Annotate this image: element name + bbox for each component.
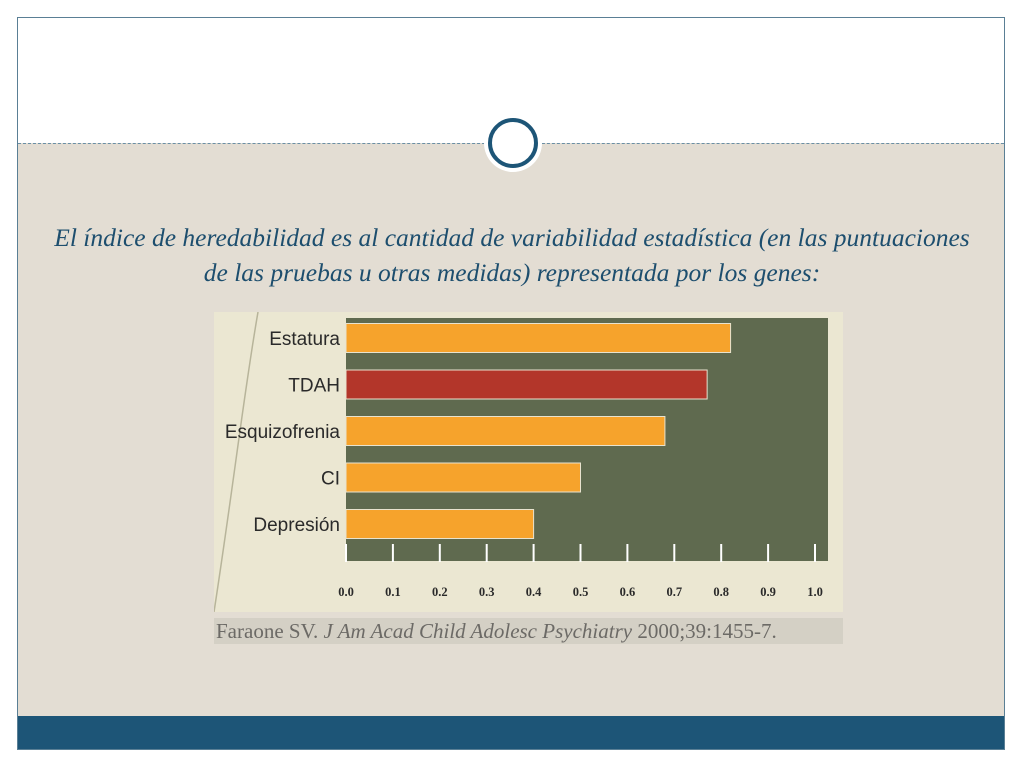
x-tick-label-6: 0.5	[573, 585, 589, 599]
x-tick-label-4: 0.3	[479, 585, 495, 599]
citation: Faraone SV. J Am Acad Child Adolesc Psyc…	[214, 618, 843, 644]
category-label-2: TDAH	[288, 376, 340, 397]
x-tick-label-5: 0.4	[526, 585, 542, 599]
x-tick-label-9: 0.8	[713, 585, 729, 599]
slide-footer-bar	[18, 716, 1004, 749]
bar-2	[345, 369, 708, 400]
x-tick-label-3: 0.2	[432, 585, 448, 599]
category-label-1: Estatura	[269, 329, 340, 350]
heritability-chart: Estatura TDAH Esquizofrenia CI Depresión 0.0 0…	[214, 312, 843, 612]
citation-authors: Faraone SV.	[216, 619, 319, 643]
chart-svg: Estatura TDAH Esquizofrenia CI Depresión 0.0 0…	[214, 312, 828, 612]
bar-3	[345, 416, 666, 446]
bar-4	[345, 462, 581, 493]
x-tick-label-2: 0.1	[385, 585, 401, 599]
decorative-curve	[214, 312, 259, 612]
x-tick-label-1: 0.0	[338, 585, 354, 599]
category-label-3: Esquizofrenia	[225, 422, 341, 443]
x-tick-label-7: 0.6	[620, 585, 636, 599]
divider-ring-ornament	[488, 118, 538, 168]
x-tick-label-8: 0.7	[666, 585, 682, 599]
citation-details: 2000;39:1455-7.	[637, 619, 777, 643]
x-tick-label-11: 1.0	[807, 585, 823, 599]
bar-1	[345, 323, 732, 353]
bar-5	[345, 509, 535, 539]
slide-body-text: El índice de heredabilidad es al cantida…	[54, 223, 970, 287]
slide-frame: El índice de heredabilidad es al cantida…	[17, 17, 1005, 750]
x-tick-label-10: 0.9	[760, 585, 776, 599]
citation-journal: J Am Acad Child Adolesc Psychiatry	[323, 619, 633, 643]
category-label-4: CI	[321, 469, 340, 490]
category-label-5: Depresión	[253, 515, 340, 536]
